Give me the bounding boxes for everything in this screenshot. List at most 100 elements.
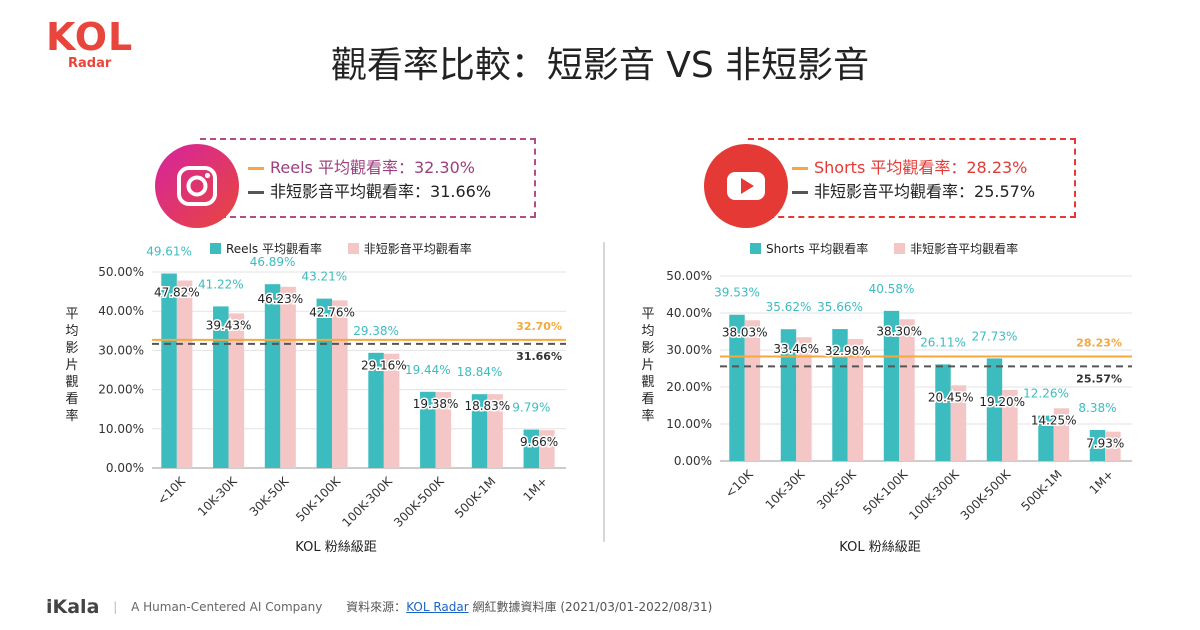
y-tick-label: 30.00% bbox=[98, 343, 144, 357]
non-short-summary-value: 31.66% bbox=[430, 182, 492, 201]
non-short-summary-line: 非短影音平均觀看率：25.57% bbox=[792, 178, 1035, 202]
data-label-non-short-video: 46.23% bbox=[257, 292, 303, 306]
logo-sub-text: Radar bbox=[68, 56, 112, 71]
x-axis-label: KOL 粉絲級距 bbox=[839, 540, 921, 555]
bar-non-short-video bbox=[280, 286, 296, 468]
page-title: 觀看率比較：短影音 VS 非短影音 bbox=[330, 45, 870, 86]
bar-non-short-video bbox=[1002, 389, 1018, 461]
data-label-non-short-video: 42.76% bbox=[309, 305, 355, 319]
data-label-short-video: 26.11% bbox=[920, 335, 966, 349]
x-tick-label: 1M+ bbox=[521, 474, 551, 504]
bar-short-video bbox=[316, 298, 333, 468]
data-label-short-video: 27.73% bbox=[972, 329, 1018, 343]
bar-non-short-video bbox=[332, 300, 348, 468]
x-tick-label: 500K-1M bbox=[1018, 467, 1065, 514]
data-label-short-video: 9.79% bbox=[512, 401, 550, 415]
bar-non-short-video bbox=[228, 313, 245, 468]
youtube-icon bbox=[704, 144, 788, 228]
kol-radar-link[interactable]: KOL Radar bbox=[406, 600, 469, 614]
data-label-non-short-video: 14.25% bbox=[1031, 413, 1077, 427]
x-tick-label: <10K bbox=[722, 466, 756, 500]
reels-summary-line: Reels 平均觀看率：32.30% bbox=[248, 154, 475, 178]
y-axis-label: 平均影片觀看率 bbox=[641, 307, 655, 424]
bar-short-video bbox=[213, 306, 229, 468]
bar-short-video bbox=[161, 273, 177, 468]
reels-summary-value: 32.30% bbox=[413, 158, 475, 177]
bar-short-video bbox=[832, 329, 848, 461]
data-label-non-short-video: 29.16% bbox=[361, 359, 407, 373]
x-tick-label: 100K-300K bbox=[339, 473, 395, 529]
data-label-non-short-video: 33.46% bbox=[773, 342, 819, 356]
bar-short-video bbox=[1038, 415, 1054, 461]
instagram-icon bbox=[155, 144, 239, 228]
bar-non-short-video bbox=[435, 392, 452, 468]
source-prefix: 資料來源： bbox=[346, 600, 407, 614]
ikala-logo: iKala bbox=[46, 596, 100, 618]
bar-short-video bbox=[420, 391, 436, 468]
bar-non-short-video bbox=[383, 353, 400, 468]
x-tick-label: 50K-100K bbox=[293, 473, 344, 524]
non-short-summary-label: 非短影音平均觀看率： bbox=[814, 182, 975, 201]
x-tick-label: 10K-30K bbox=[195, 473, 241, 519]
data-label-short-video: 39.53% bbox=[714, 286, 760, 300]
reels-summary-label: Reels 平均觀看率： bbox=[270, 158, 414, 177]
x-tick-label: 300K-500K bbox=[958, 466, 1014, 522]
youtube-bar-chart: 0.00%10.00%20.00%30.00%40.00%50.00%<10K 1… bbox=[666, 269, 1132, 523]
kol-radar-logo: KOL Radar bbox=[46, 18, 146, 78]
footer-tagline: A Human-Centered AI Company bbox=[131, 600, 323, 614]
data-label-non-short-video: 47.82% bbox=[154, 286, 200, 300]
data-label-non-short-video: 18.83% bbox=[464, 399, 510, 413]
data-label-non-short-video: 19.38% bbox=[413, 397, 459, 411]
bar-short-video bbox=[986, 358, 1003, 461]
x-tick-label: 500K-1M bbox=[452, 474, 499, 521]
y-tick-label: 10.00% bbox=[98, 422, 144, 436]
y-tick-label: 40.00% bbox=[98, 304, 144, 318]
data-label-non-short-video: 38.30% bbox=[876, 324, 922, 338]
instagram-summary-box bbox=[200, 138, 536, 218]
average-line-label: 25.57% bbox=[1076, 372, 1122, 385]
bar-short-video bbox=[935, 364, 951, 461]
bar-short-video bbox=[264, 284, 281, 468]
non-short-summary-line: 非短影音平均觀看率：31.66% bbox=[248, 178, 491, 202]
legend-item-shorts: Shorts 平均觀看率 bbox=[750, 242, 868, 256]
footer-separator: | bbox=[113, 600, 118, 614]
non-short-summary-label: 非短影音平均觀看率： bbox=[270, 182, 431, 201]
bar-non-short-video bbox=[847, 338, 864, 461]
legend-label: 非短影音平均觀看率 bbox=[363, 242, 472, 256]
bar-short-video bbox=[471, 394, 488, 468]
bar-non-short-video bbox=[176, 280, 193, 468]
bar-short-video bbox=[729, 314, 745, 461]
shorts-summary-value: 28.23% bbox=[966, 158, 1028, 177]
instagram-panel: Reels 平均觀看率：32.30% 非短影音平均觀看率：31.66% Reel… bbox=[0, 138, 600, 558]
y-tick-label: 50.00% bbox=[666, 269, 712, 283]
youtube-summary-box bbox=[748, 138, 1076, 218]
data-label-non-short-video: 38.03% bbox=[722, 325, 768, 339]
data-label-short-video: 8.38% bbox=[1078, 401, 1116, 415]
data-label-short-video: 12.26% bbox=[1023, 387, 1069, 401]
data-label-non-short-video: 20.45% bbox=[928, 390, 974, 404]
legend-item-reels: Reels 平均觀看率 bbox=[210, 242, 322, 256]
data-label-non-short-video: 32.98% bbox=[825, 344, 871, 358]
data-label-short-video: 35.62% bbox=[766, 300, 812, 314]
data-label-short-video: 41.22% bbox=[198, 277, 244, 291]
y-tick-label: 0.00% bbox=[674, 454, 712, 468]
data-label-short-video: 46.89% bbox=[250, 255, 296, 269]
footer: iKala | A Human-Centered AI Company 資料來源… bbox=[46, 596, 712, 618]
average-line-label: 31.66% bbox=[516, 350, 562, 363]
legend-label: Shorts 平均觀看率 bbox=[766, 242, 869, 256]
legend-label: Reels 平均觀看率 bbox=[226, 242, 322, 256]
data-label-non-short-video: 9.66% bbox=[520, 435, 558, 449]
youtube-panel: Shorts 平均觀看率：28.23% 非短影音平均觀看率：25.57% Sho… bbox=[600, 138, 1200, 558]
bar-short-video bbox=[368, 352, 384, 468]
x-tick-label: 50K-100K bbox=[860, 466, 911, 517]
shorts-summary-line: Shorts 平均觀看率：28.23% bbox=[792, 154, 1027, 178]
panel-divider bbox=[603, 242, 605, 542]
chart-legend: Shorts 平均觀看率 非短影音平均觀看率 bbox=[750, 240, 1040, 257]
x-tick-label: 30K-50K bbox=[247, 473, 293, 519]
data-label-short-video: 18.84% bbox=[457, 365, 503, 379]
source-suffix: 網紅數據資料庫 (2021/03/01-2022/08/31) bbox=[468, 600, 713, 614]
bar-short-video bbox=[523, 429, 540, 468]
data-label-short-video: 43.21% bbox=[301, 270, 347, 284]
y-tick-label: 50.00% bbox=[98, 265, 144, 279]
legend-label: 非短影音平均觀看率 bbox=[910, 242, 1019, 256]
